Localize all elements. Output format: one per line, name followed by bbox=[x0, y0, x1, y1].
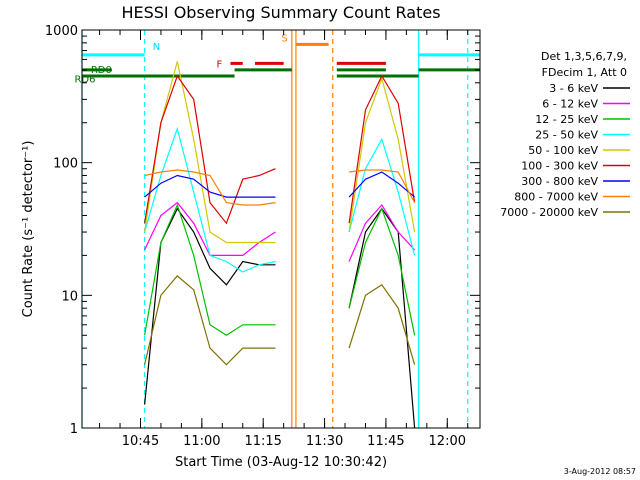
series-line bbox=[348, 207, 416, 336]
annotation-label: RD6 bbox=[74, 75, 95, 86]
series-line bbox=[144, 207, 276, 405]
legend-label: 100 - 300 keV bbox=[521, 160, 598, 173]
series-line bbox=[348, 76, 416, 233]
legend-title-line-1: Det 1,3,5,6,7,9, bbox=[541, 50, 627, 63]
x-tick-label: 12:00 bbox=[429, 434, 466, 449]
series-line bbox=[144, 169, 276, 206]
legend-label: 300 - 800 keV bbox=[521, 175, 598, 188]
annotation-label: F bbox=[217, 59, 223, 70]
legend-label: 6 - 12 keV bbox=[542, 98, 598, 111]
x-tick-label: 11:45 bbox=[367, 434, 404, 449]
series-line bbox=[144, 174, 276, 198]
legend-label: 7000 - 20000 keV bbox=[500, 206, 598, 219]
series-line bbox=[144, 126, 276, 273]
x-axis-label: Start Time (03-Aug-12 10:30:42) bbox=[175, 455, 387, 470]
x-tick-label: 11:30 bbox=[306, 434, 343, 449]
annotation-label: N bbox=[153, 42, 160, 53]
series-line bbox=[348, 203, 416, 262]
series-line bbox=[144, 203, 276, 337]
legend: 3 - 6 keV 6 - 12 keV 12 - 25 keV 25 - 50 ke… bbox=[500, 82, 630, 219]
series-line bbox=[348, 74, 416, 224]
legend-label: 800 - 7000 keV bbox=[514, 191, 598, 204]
series-line bbox=[144, 61, 276, 244]
legend-label: 25 - 50 keV bbox=[535, 129, 598, 142]
series-line bbox=[348, 171, 415, 198]
y-tick-label: 1000 bbox=[45, 24, 78, 39]
y-tick-label: 1 bbox=[70, 422, 78, 437]
legend-label: 3 - 6 keV bbox=[549, 82, 598, 95]
timestamp: 3-Aug-2012 08:57 bbox=[564, 467, 636, 476]
y-tick-label: 100 bbox=[53, 157, 78, 172]
legend-title-line-2: FDecim 1, Att 0 bbox=[542, 66, 627, 79]
annotation-label: S bbox=[281, 33, 287, 44]
series-line bbox=[348, 283, 416, 365]
series-line bbox=[144, 74, 276, 225]
y-tick-label: 10 bbox=[61, 289, 78, 304]
x-tick-label: 11:00 bbox=[183, 434, 220, 449]
legend-label: 50 - 100 keV bbox=[528, 144, 598, 157]
y-axis-label: Count Rate (s⁻¹ detector⁻¹) bbox=[21, 141, 36, 318]
chart-title: HESSI Observing Summary Count Rates bbox=[121, 3, 440, 22]
x-tick-label: 10:45 bbox=[122, 434, 159, 449]
x-tick-label: 11:15 bbox=[244, 434, 281, 449]
plot-frame bbox=[81, 29, 481, 429]
series-line bbox=[144, 275, 276, 366]
annotation-label: RD0 bbox=[91, 65, 112, 76]
legend-label: 12 - 25 keV bbox=[535, 113, 598, 126]
series-line bbox=[349, 169, 416, 203]
series-line bbox=[348, 137, 416, 256]
